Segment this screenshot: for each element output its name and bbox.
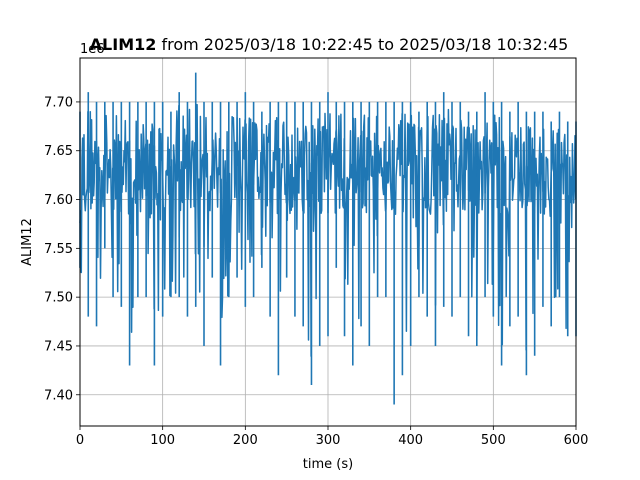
chart-title-rest: from 2025/03/18 10:22:45 to 2025/03/18 1… [156, 35, 568, 54]
chart-title-bold: ALIM12 [90, 35, 157, 54]
x-tick-label: 300 [316, 433, 341, 448]
y-axis-label: ALIM12 [20, 218, 35, 266]
chart-title: ALIM12 from 2025/03/18 10:22:45 to 2025/… [90, 35, 569, 54]
x-tick-label: 500 [481, 433, 506, 448]
y-tick-label: 7.55 [44, 242, 73, 257]
series-path [79, 103, 577, 357]
x-tick-label: 200 [233, 433, 258, 448]
y-tick-label: 7.65 [44, 144, 73, 159]
y-offset-label: 1e6 [80, 42, 105, 57]
x-tick-label: 600 [564, 433, 589, 448]
x-tick-label: 0 [76, 433, 84, 448]
x-axis-ticks: 0 100 200 300 400 500 600 [76, 426, 589, 448]
x-tick-label: 400 [398, 433, 423, 448]
y-tick-label: 7.50 [44, 291, 73, 306]
y-tick-label: 7.60 [44, 193, 73, 208]
y-axis-ticks: 7.40 7.45 7.50 7.55 7.60 7.65 7.70 [44, 95, 80, 403]
y-tick-label: 7.70 [44, 95, 73, 110]
y-tick-label: 7.40 [44, 388, 73, 403]
series-line-0 [79, 72, 577, 405]
x-axis-label: time (s) [303, 457, 353, 472]
x-tick-label: 100 [150, 433, 175, 448]
series-layer [79, 72, 577, 405]
y-tick-label: 7.45 [44, 339, 73, 354]
